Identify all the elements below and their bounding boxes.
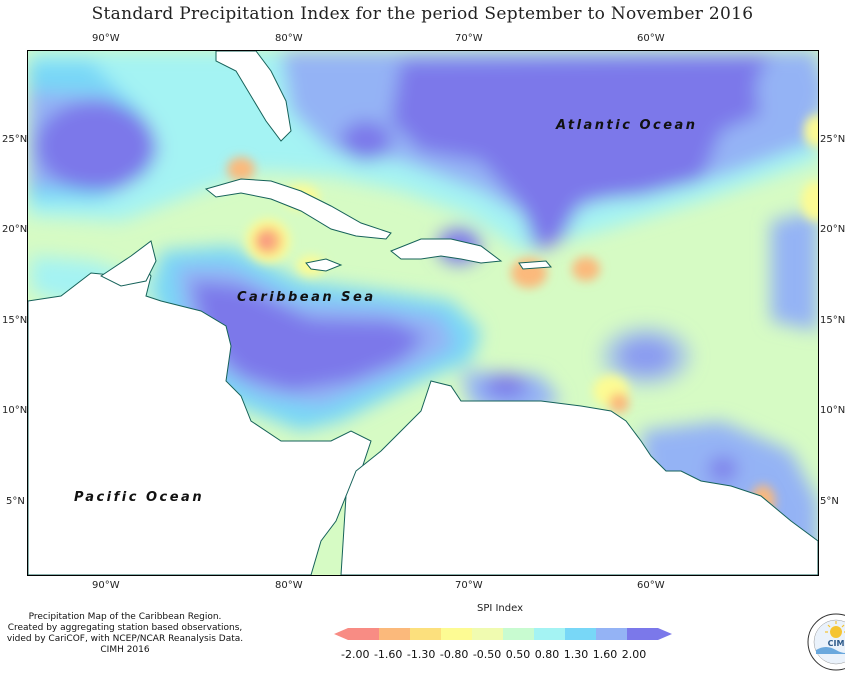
lon-label-bottom-70w: 70°W xyxy=(455,580,483,591)
legend-swatch-3 xyxy=(410,628,441,640)
map-panel xyxy=(27,50,819,576)
legend-swatch-7 xyxy=(534,628,565,640)
lat-label-left-25n: 25°N xyxy=(2,134,28,145)
lat-label-right-5n: 5°N xyxy=(820,496,839,507)
credit-line-2: Created by aggregating station based obs… xyxy=(7,623,243,633)
legend-swatch-5 xyxy=(472,628,503,640)
atlantic-ocean-label: Atlantic Ocean xyxy=(556,118,698,133)
map-title: Standard Precipitation Index for the per… xyxy=(91,4,754,24)
lat-label-left-5n: 5°N xyxy=(6,496,25,507)
lat-label-left-10n: 10°N xyxy=(2,405,28,416)
south-america xyxy=(340,380,818,575)
legend-swatch-9 xyxy=(596,628,627,640)
credit-line-3: vided by CariCOF, with NCEP/NCAR Reanaly… xyxy=(6,634,244,644)
lon-label-bottom-60w: 60°W xyxy=(637,580,665,591)
lon-label-top-70w: 70°W xyxy=(455,33,483,44)
credit-line-1: Precipitation Map of the Caribbean Regio… xyxy=(28,612,222,622)
lat-label-left-15n: 15°N xyxy=(2,315,28,326)
florida xyxy=(215,51,292,142)
map-credits: Precipitation Map of the Caribbean Regio… xyxy=(0,612,250,656)
hispaniola xyxy=(390,238,503,264)
pacific-ocean-label: Pacific Ocean xyxy=(74,490,205,505)
caribbean-sea-label: Caribbean Sea xyxy=(237,290,376,305)
lat-label-left-20n: 20°N xyxy=(2,224,28,235)
legend-swatch-1 xyxy=(348,628,379,640)
lon-label-bottom-80w: 80°W xyxy=(275,580,303,591)
lat-label-right-15n: 15°N xyxy=(820,315,845,326)
logo-text: CIM xyxy=(828,639,845,648)
legend-swatch-4 xyxy=(441,628,472,640)
lon-label-bottom-90w: 90°W xyxy=(92,580,120,591)
legend-swatch-6 xyxy=(503,628,534,640)
land-masks xyxy=(28,51,818,575)
cimh-logo: CIM xyxy=(807,613,845,671)
lon-label-top-80w: 80°W xyxy=(275,33,303,44)
legend-color-bar xyxy=(334,628,672,640)
legend-arrow-left xyxy=(334,628,348,640)
cuba xyxy=(204,178,392,240)
legend-title: SPI Index xyxy=(476,603,524,614)
credit-line-4: CIMH 2016 xyxy=(100,645,150,655)
legend-labels: -2.00 -1.60 -1.30 -0.80 -0.50 0.50 0.80 … xyxy=(341,648,647,661)
jamaica xyxy=(305,258,343,272)
lat-label-right-20n: 20°N xyxy=(820,224,845,235)
lon-label-top-90w: 90°W xyxy=(92,33,120,44)
legend-swatch-2 xyxy=(379,628,410,640)
legend-swatch-10 xyxy=(627,628,658,640)
legend-arrow-right xyxy=(658,628,672,640)
lat-label-right-25n: 25°N xyxy=(820,134,845,145)
yucatan xyxy=(100,240,157,287)
spi-map xyxy=(28,51,818,575)
legend-swatch-8 xyxy=(565,628,596,640)
lon-label-top-60w: 60°W xyxy=(637,33,665,44)
lat-label-right-10n: 10°N xyxy=(820,405,845,416)
puerto-rico xyxy=(518,260,553,270)
